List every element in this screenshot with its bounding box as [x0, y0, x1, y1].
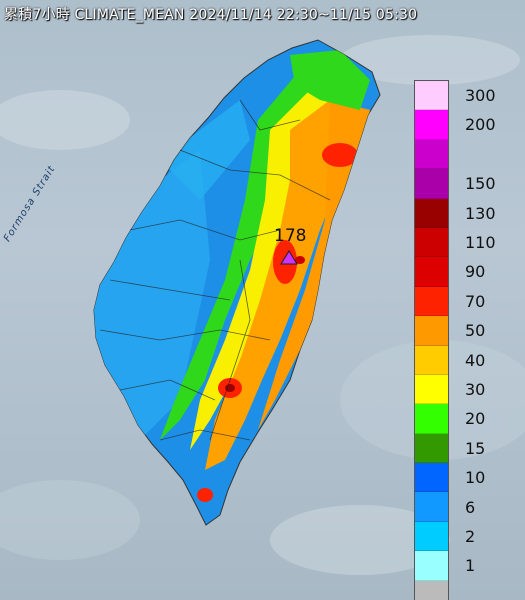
legend-label: 50: [465, 321, 486, 341]
legend-swatch: [415, 404, 448, 434]
legend-swatch: [415, 257, 448, 287]
map-title: 累積7小時 CLIMATE_MEAN 2024/11/14 22:30~11/1…: [4, 7, 418, 23]
legend-swatch: [415, 433, 448, 464]
legend-swatch: [415, 551, 448, 581]
legend-swatch: [415, 286, 448, 317]
legend-label: 6: [465, 497, 476, 517]
legend-label: 10: [465, 468, 486, 488]
legend-label: 1: [465, 556, 476, 576]
legend-label: 130: [465, 203, 496, 223]
legend-label: 90: [465, 262, 486, 282]
legend-swatch: [415, 345, 448, 375]
legend-swatch: [415, 521, 448, 552]
legend-swatch: [415, 139, 448, 170]
legend-label: 150: [465, 174, 496, 194]
legend-swatch: [415, 316, 448, 346]
legend-swatch: [415, 81, 448, 111]
sea-texture: [0, 35, 525, 575]
legend-swatch: [415, 580, 448, 600]
legend-swatch: [415, 492, 448, 522]
legend-swatch: [415, 198, 448, 228]
legend-label: 2: [465, 527, 476, 546]
legend-swatch: [415, 110, 448, 140]
color-legend: [414, 80, 449, 600]
legend-label: 110: [465, 233, 496, 252]
rainfall-fields: [94, 50, 370, 502]
legend-swatch: [415, 463, 448, 493]
legend-label: 40: [465, 350, 486, 370]
legend-label: 15: [465, 438, 486, 458]
legend-swatch: [415, 374, 448, 405]
legend-label: 20: [465, 409, 486, 429]
county-boundaries: [99, 99, 331, 441]
legend-label: 200: [465, 115, 496, 135]
legend-label: 300: [465, 86, 496, 105]
max-rainfall-marker-icon: [280, 250, 298, 265]
legend-swatch: [415, 169, 448, 199]
legend-label: 70: [465, 291, 486, 311]
legend-label: 30: [465, 380, 486, 399]
legend-swatch: [415, 227, 448, 258]
max-station-value: 178: [274, 226, 307, 246]
